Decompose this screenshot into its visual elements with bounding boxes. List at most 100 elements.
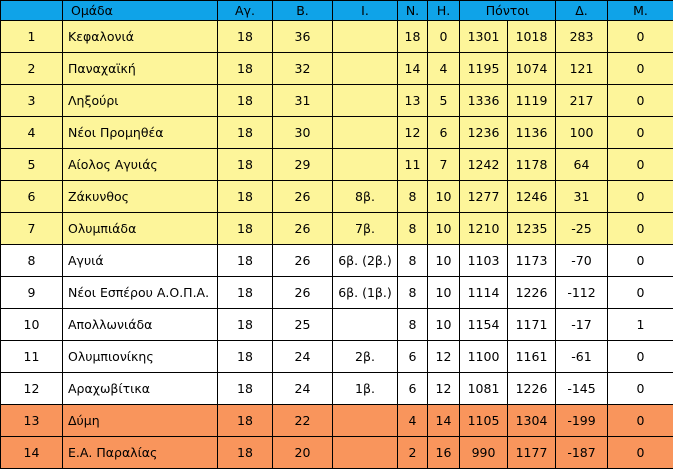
wins-cell: 11	[397, 148, 428, 181]
table-row: 9 Νέοι Εσπέρου Α.Ο.Π.Α. 18 26 6β. (1β.) 8 10 11…	[0, 276, 673, 309]
difference-cell: 100	[555, 116, 608, 149]
table-row: 8 Αγυιά 18 26 6β. (2β.) 8 10 1103 1173 -70 0	[0, 244, 673, 277]
table-row: 13 Δύμη 18 22 4 14 1105 1304 -199 0	[0, 404, 673, 437]
played-cell: 18	[217, 116, 273, 149]
wins-cell: 6	[397, 372, 428, 405]
wins-cell: 8	[397, 308, 428, 341]
header-row: Ομάδα Αγ. Β. Ι. Ν. Η. Πόντοι Δ. Μ.	[0, 0, 673, 21]
team-cell: Αγυιά	[62, 244, 218, 277]
tiebreak-cell	[332, 52, 398, 85]
played-cell: 18	[217, 148, 273, 181]
points-for-cell: 1103	[459, 244, 508, 277]
difference-cell: -187	[555, 436, 608, 469]
points-cell: 36	[272, 20, 333, 53]
points-cell: 24	[272, 340, 333, 373]
difference-cell: -70	[555, 244, 608, 277]
header-score-points: Πόντοι	[459, 0, 556, 21]
losses-cell: 4	[427, 52, 460, 85]
deduction-cell: 0	[607, 212, 673, 245]
difference-cell: -17	[555, 308, 608, 341]
losses-cell: 7	[427, 148, 460, 181]
played-cell: 18	[217, 404, 273, 437]
difference-cell: -25	[555, 212, 608, 245]
played-cell: 18	[217, 308, 273, 341]
wins-cell: 2	[397, 436, 428, 469]
position-cell: 11	[0, 340, 63, 373]
points-for-cell: 1236	[459, 116, 508, 149]
wins-cell: 14	[397, 52, 428, 85]
difference-cell: 217	[555, 84, 608, 117]
position-cell: 1	[0, 20, 63, 53]
team-cell: Ολυμπιάδα	[62, 212, 218, 245]
losses-cell: 12	[427, 340, 460, 373]
position-cell: 13	[0, 404, 63, 437]
deduction-cell: 0	[607, 52, 673, 85]
header-losses: Η.	[427, 0, 460, 21]
points-against-cell: 1161	[507, 340, 556, 373]
points-for-cell: 1081	[459, 372, 508, 405]
position-cell: 14	[0, 436, 63, 469]
team-cell: Παναχαϊκή	[62, 52, 218, 85]
wins-cell: 4	[397, 404, 428, 437]
difference-cell: -112	[555, 276, 608, 309]
tiebreak-cell	[332, 116, 398, 149]
played-cell: 18	[217, 20, 273, 53]
table-row: 3 Ληξούρι 18 31 13 5 1336 1119 217 0	[0, 84, 673, 117]
team-cell: Νέοι Προμηθέα	[62, 116, 218, 149]
points-against-cell: 1136	[507, 116, 556, 149]
tiebreak-cell	[332, 148, 398, 181]
header-points: Β.	[272, 0, 333, 21]
losses-cell: 0	[427, 20, 460, 53]
losses-cell: 10	[427, 276, 460, 309]
position-cell: 7	[0, 212, 63, 245]
losses-cell: 10	[427, 308, 460, 341]
wins-cell: 8	[397, 244, 428, 277]
played-cell: 18	[217, 212, 273, 245]
points-for-cell: 1277	[459, 180, 508, 213]
deduction-cell: 0	[607, 276, 673, 309]
table-row: 6 Ζάκυνθος 18 26 8β. 8 10 1277 1246 31 0	[0, 180, 673, 213]
losses-cell: 12	[427, 372, 460, 405]
table-row: 7 Ολυμπιάδα 18 26 7β. 8 10 1210 1235 -25 0	[0, 212, 673, 245]
points-against-cell: 1246	[507, 180, 556, 213]
losses-cell: 10	[427, 244, 460, 277]
deduction-cell: 0	[607, 244, 673, 277]
losses-cell: 16	[427, 436, 460, 469]
losses-cell: 14	[427, 404, 460, 437]
losses-cell: 10	[427, 212, 460, 245]
points-against-cell: 1178	[507, 148, 556, 181]
tiebreak-cell	[332, 404, 398, 437]
team-cell: Ζάκυνθος	[62, 180, 218, 213]
points-for-cell: 1195	[459, 52, 508, 85]
points-for-cell: 1336	[459, 84, 508, 117]
team-cell: Δύμη	[62, 404, 218, 437]
points-for-cell: 1210	[459, 212, 508, 245]
position-cell: 2	[0, 52, 63, 85]
tiebreak-cell: 1β.	[332, 372, 398, 405]
points-cell: 22	[272, 404, 333, 437]
wins-cell: 18	[397, 20, 428, 53]
played-cell: 18	[217, 340, 273, 373]
points-for-cell: 1100	[459, 340, 508, 373]
tiebreak-cell: 6β. (2β.)	[332, 244, 398, 277]
deduction-cell: 0	[607, 116, 673, 149]
points-cell: 26	[272, 244, 333, 277]
table-body: 1 Κεφαλονιά 18 36 18 0 1301 1018 283 0 2 Παναχαϊκή 1…	[0, 20, 673, 469]
header-difference: Δ.	[555, 0, 608, 21]
points-against-cell: 1171	[507, 308, 556, 341]
played-cell: 18	[217, 276, 273, 309]
team-cell: Ε.Α. Παραλίας	[62, 436, 218, 469]
deduction-cell: 0	[607, 180, 673, 213]
table-row: 11 Ολυμπιονίκης 18 24 2β. 6 12 1100 1161 -61 0	[0, 340, 673, 373]
position-cell: 9	[0, 276, 63, 309]
wins-cell: 13	[397, 84, 428, 117]
team-cell: Αραχωβίτικα	[62, 372, 218, 405]
points-cell: 26	[272, 180, 333, 213]
points-against-cell: 1177	[507, 436, 556, 469]
table-row: 5 Αίολος Αγυιάς 18 29 11 7 1242 1178 64 0	[0, 148, 673, 181]
points-for-cell: 1154	[459, 308, 508, 341]
header-position	[0, 0, 63, 21]
points-cell: 26	[272, 276, 333, 309]
table-header: Ομάδα Αγ. Β. Ι. Ν. Η. Πόντοι Δ. Μ.	[0, 0, 673, 21]
points-against-cell: 1304	[507, 404, 556, 437]
